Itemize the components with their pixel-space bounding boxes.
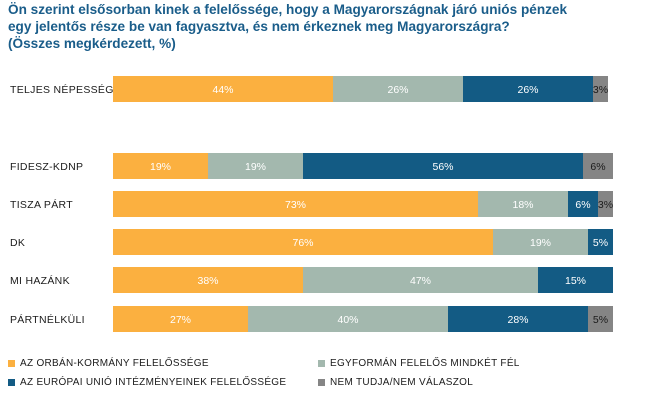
data-label: 19% <box>530 237 551 249</box>
bar-segment-orban <box>113 191 478 217</box>
data-label: 6% <box>590 161 605 173</box>
category-label: TISZA PÁRT <box>10 198 73 211</box>
legend-item-orban: AZ ORBÁN-KORMÁNY FELELŐSSÉGE <box>8 358 209 369</box>
legend-swatch-eu <box>8 379 15 386</box>
category-label: PÁRTNÉLKÜLI <box>10 313 85 326</box>
bar-segment-eu <box>568 191 598 217</box>
bar-segment-dk <box>598 191 613 217</box>
data-label: 28% <box>507 314 528 326</box>
data-label: 76% <box>292 237 313 249</box>
legend-label-dk: NEM TUDJA/NEM VÁLASZOL <box>330 377 474 388</box>
bar-segment-both <box>493 229 588 255</box>
legend-item-both: EGYFORMÁN FELELŐS MINDKÉT FÉL <box>318 358 520 369</box>
data-label: 19% <box>150 161 171 173</box>
bar-segment-eu <box>448 306 588 332</box>
legend-swatch-orban <box>8 360 15 367</box>
data-label: 5% <box>593 314 608 326</box>
legend-swatch-dk <box>318 379 325 386</box>
data-label: 26% <box>387 84 408 96</box>
bar-segment-orban <box>113 229 493 255</box>
data-label: 18% <box>512 199 533 211</box>
bar-segment-orban <box>113 76 333 102</box>
legend-item-dk: NEM TUDJA/NEM VÁLASZOL <box>318 377 473 388</box>
data-label: 40% <box>337 314 358 326</box>
data-label: 44% <box>212 84 233 96</box>
category-label: MI HAZÁNK <box>10 274 70 287</box>
bar-segment-eu <box>588 229 613 255</box>
bar-segment-eu <box>463 76 593 102</box>
category-label: DK <box>10 237 25 249</box>
data-label: 6% <box>575 199 590 211</box>
legend-label-eu: AZ EURÓPAI UNIÓ INTÉZMÉNYEINEK FELELŐSSÉ… <box>20 377 287 388</box>
legend-item-eu: AZ EURÓPAI UNIÓ INTÉZMÉNYEINEK FELELŐSSÉ… <box>8 377 286 388</box>
data-label: 5% <box>593 237 608 249</box>
data-label: 73% <box>285 199 306 211</box>
bar-segment-eu <box>538 267 613 293</box>
data-label: 47% <box>410 275 431 287</box>
bar-segment-both <box>333 76 463 102</box>
bar-segment-both <box>248 306 448 332</box>
data-label: 3% <box>598 199 613 211</box>
bar-segment-orban <box>113 267 303 293</box>
bar-segment-both <box>478 191 568 217</box>
data-label: 19% <box>245 161 266 173</box>
chart-title: Ön szerint elsősorban kinek a felelősség… <box>8 1 648 52</box>
bar-segment-orban <box>113 153 208 179</box>
legend-label-both: EGYFORMÁN FELELŐS MINDKÉT FÉL <box>330 358 520 369</box>
bar-segment-eu <box>303 153 583 179</box>
data-label: 27% <box>170 314 191 326</box>
legend-label-orban: AZ ORBÁN-KORMÁNY FELELŐSSÉGE <box>20 358 209 369</box>
data-label: 56% <box>432 161 453 173</box>
title-line-1: Ön szerint elsősorban kinek a felelősség… <box>8 2 568 17</box>
title-line-2: egy jelentős része be van fagyasztva, és… <box>8 19 510 34</box>
bar-segment-dk <box>583 153 613 179</box>
bar-segment-dk <box>593 76 608 102</box>
bar-segment-both <box>303 267 538 293</box>
bar-segment-both <box>208 153 303 179</box>
category-label: TELJES NÉPESSÉG <box>10 83 114 96</box>
data-label: 15% <box>565 275 586 287</box>
data-label: 26% <box>517 84 538 96</box>
category-label: FIDESZ-KDNP <box>10 161 83 173</box>
bar-segment-dk <box>588 306 613 332</box>
bar-segment-orban <box>113 306 248 332</box>
data-label: 3% <box>593 84 608 96</box>
legend-swatch-both <box>318 360 325 367</box>
title-line-3: (Összes megkérdezett, %) <box>8 36 176 51</box>
data-label: 38% <box>197 275 218 287</box>
